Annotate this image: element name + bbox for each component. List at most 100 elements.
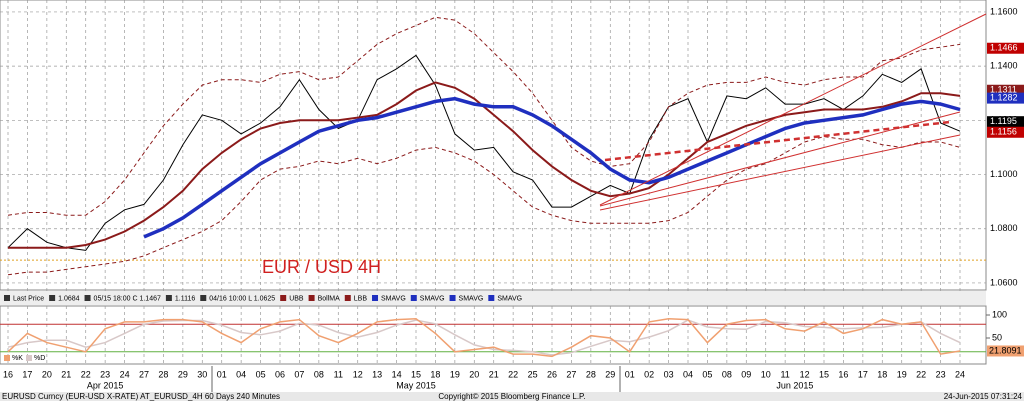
x-tick-label: 22 bbox=[508, 369, 518, 379]
series-line bbox=[143, 96, 961, 239]
series-line bbox=[7, 54, 961, 251]
legend-swatch bbox=[410, 295, 417, 301]
legend-swatch bbox=[449, 295, 456, 301]
oscillator-line bbox=[7, 319, 961, 356]
price-label: 1.1195 bbox=[990, 116, 1017, 126]
x-tick-label: 19 bbox=[897, 369, 907, 379]
grid: 1.06001.08001.10001.12001.14001.16001617… bbox=[0, 0, 1018, 392]
series-line bbox=[7, 16, 961, 216]
x-tick-label: 09 bbox=[741, 369, 751, 379]
legend-swatch bbox=[200, 295, 207, 301]
x-tick-label: 11 bbox=[780, 369, 789, 379]
y-tick-label: 1.1600 bbox=[990, 6, 1018, 16]
x-tick-label: 02 bbox=[644, 369, 654, 379]
x-tick-label: 17 bbox=[22, 369, 32, 379]
legend-label: LBB bbox=[354, 295, 368, 302]
legend: Last Price 1.0684 05/15 18:00 C 1.1467 1.11… bbox=[4, 295, 522, 362]
legend-swatch bbox=[308, 295, 315, 301]
x-tick-label: 20 bbox=[469, 369, 479, 379]
x-tick-label: 23 bbox=[936, 369, 946, 379]
x-tick-label: 29 bbox=[605, 369, 615, 379]
x-tick-label: 29 bbox=[178, 369, 188, 379]
legend-swatch bbox=[84, 295, 91, 301]
annotation: EUR / USD 4H bbox=[262, 257, 381, 277]
y-tick-label: 1.0600 bbox=[990, 277, 1018, 287]
x-tick-label: 26 bbox=[547, 369, 557, 379]
legend-swatch bbox=[165, 295, 172, 301]
legend-label: BollMA bbox=[318, 295, 341, 302]
legend-label: SMAVG bbox=[459, 295, 484, 302]
footer-left: EURUSD Curncy (EUR-USD X-RATE) AT_EURUSD… bbox=[2, 392, 280, 401]
x-tick-label: 08 bbox=[722, 369, 732, 379]
legend-swatch bbox=[280, 295, 287, 301]
x-tick-label: 15 bbox=[411, 369, 421, 379]
x-tick-label: 17 bbox=[858, 369, 868, 379]
x-tick-label: 16 bbox=[3, 369, 13, 379]
x-tick-label: 10 bbox=[761, 369, 771, 379]
x-tick-label: 03 bbox=[664, 369, 674, 379]
x-tick-label: 15 bbox=[819, 369, 829, 379]
legend-label: 1.0684 bbox=[58, 295, 80, 302]
price-label: 1.1311 bbox=[990, 85, 1017, 95]
x-tick-label: 21 bbox=[61, 369, 71, 379]
y-tick-label: 100 bbox=[992, 309, 1007, 319]
x-tick-label: 16 bbox=[838, 369, 848, 379]
x-tick-label: 12 bbox=[800, 369, 810, 379]
price-label-box bbox=[987, 84, 1024, 96]
last-value-box bbox=[987, 345, 1024, 357]
oscillator-panel bbox=[0, 305, 987, 365]
x-tick-label: 14 bbox=[392, 369, 402, 379]
x-tick-label: 21 bbox=[489, 369, 499, 379]
x-tick-label: 04 bbox=[236, 369, 246, 379]
legend-label: Last Price bbox=[13, 295, 44, 302]
y-tick-label: 50 bbox=[992, 332, 1002, 342]
x-tick-label: 28 bbox=[586, 369, 596, 379]
x-tick-label: 18 bbox=[430, 369, 440, 379]
legend-swatch bbox=[372, 295, 379, 301]
x-tick-label: 05 bbox=[702, 369, 712, 379]
x-tick-label: 22 bbox=[81, 369, 91, 379]
price-label: 1.1466 bbox=[990, 43, 1018, 53]
x-tick-label: 20 bbox=[42, 369, 52, 379]
x-tick-label: 11 bbox=[334, 369, 343, 379]
month-label: Jun 2015 bbox=[776, 380, 813, 390]
legend-label: %K bbox=[12, 355, 23, 362]
footer-center: Copyright© 2015 Bloomberg Finance L.P. bbox=[438, 392, 585, 401]
x-tick-label: 24 bbox=[120, 369, 130, 379]
y-tick-label: 1.0800 bbox=[990, 223, 1018, 233]
legend-swatch bbox=[344, 295, 351, 301]
legend-swatch bbox=[26, 355, 32, 361]
x-tick-label: 23 bbox=[100, 369, 110, 379]
legend-swatch bbox=[4, 295, 10, 301]
oscillator-line bbox=[7, 317, 961, 358]
x-tick-label: 28 bbox=[158, 369, 168, 379]
legend-label: 1.1116 bbox=[175, 295, 195, 302]
y-tick-label: 1.1000 bbox=[990, 169, 1018, 179]
last-value-label: 21.8091 bbox=[989, 345, 1022, 355]
main-panel bbox=[0, 0, 987, 291]
legend-swatch bbox=[488, 295, 495, 301]
price-label-box bbox=[987, 126, 1024, 138]
x-tick-label: 01 bbox=[217, 369, 227, 379]
y-tick-label: 1.1400 bbox=[990, 61, 1018, 71]
legend-label: 04/16 10:00 L 1.0625 bbox=[209, 295, 275, 302]
x-tick-label: 18 bbox=[877, 369, 887, 379]
trend-lines bbox=[599, 13, 987, 211]
legend-label: %D bbox=[34, 355, 45, 362]
price-label: 1.1156 bbox=[990, 127, 1017, 137]
x-tick-label: 27 bbox=[566, 369, 576, 379]
legend-label: SMAVG bbox=[381, 295, 406, 302]
legend-label: 05/15 18:00 C 1.1467 bbox=[94, 295, 161, 302]
price-label: 1.1282 bbox=[990, 92, 1018, 102]
legend-swatch bbox=[4, 355, 10, 361]
legend-label: SMAVG bbox=[497, 295, 522, 302]
x-tick-label: 05 bbox=[256, 369, 266, 379]
month-label: Apr 2015 bbox=[87, 380, 124, 390]
x-tick-label: 25 bbox=[528, 369, 538, 379]
legend-label: UBB bbox=[289, 295, 304, 302]
x-tick-label: 04 bbox=[683, 369, 693, 379]
footer-right: 24-Jun-2015 07:31:24 bbox=[944, 392, 1023, 401]
price-label-box bbox=[987, 92, 1024, 104]
x-tick-label: 30 bbox=[197, 369, 207, 379]
